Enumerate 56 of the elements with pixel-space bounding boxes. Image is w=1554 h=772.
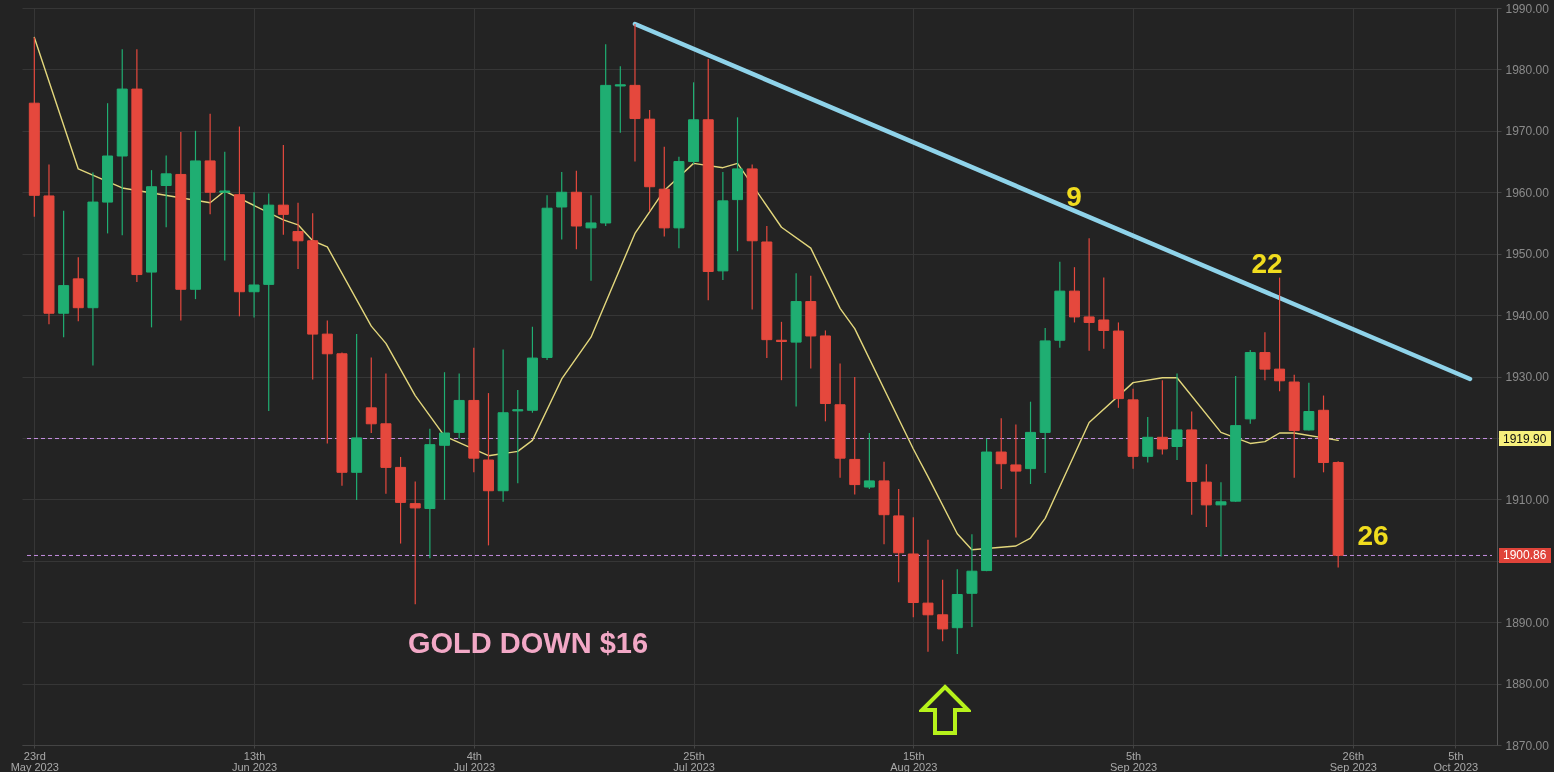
candlestick [937,579,949,642]
candlestick [585,194,597,282]
candlestick [365,356,377,434]
x-tick-label: 5th Oct 2023 [1433,749,1479,772]
candlestick [1098,277,1110,350]
candlestick [409,480,421,605]
y-tick-label: 1890.00 [1505,615,1550,630]
candlestick [966,533,978,628]
candlestick [512,389,524,484]
annotation: 22 [1251,248,1283,279]
candlestick [1142,416,1154,464]
x-tick-label: 23rd May 2023 [10,749,59,772]
annotation: 26 [1357,520,1389,551]
y-tick-label: 1940.00 [1505,308,1550,323]
candlestick [292,202,304,270]
annotation: GOLD DOWN $16 [408,627,649,659]
candlestick [219,151,231,262]
candlestick [248,191,260,319]
candlestick [1274,277,1286,392]
candlestick [1200,463,1212,528]
x-tick-label: 15th Aug 2023 [890,749,938,772]
candlestick [1215,481,1227,558]
y-tick-label: 1870.00 [1505,738,1550,753]
x-tick-label: 13th Jun 2023 [231,749,278,772]
candlestick [277,144,289,236]
x-tick-label: 25th Jul 2023 [673,749,715,772]
candlestick [321,320,333,445]
candlestick [556,171,568,241]
y-tick-label: 1960.00 [1505,185,1550,200]
y-tick-label: 1980.00 [1505,62,1550,77]
y-tick-label: 1950.00 [1505,247,1550,262]
x-tick-label: 4th Jul 2023 [453,749,496,772]
y-tick-label: 1930.00 [1505,370,1550,384]
y-tick-label: 1970.00 [1505,124,1550,139]
candlestick [1259,331,1271,381]
candlestick [922,539,934,653]
candlestick [1083,237,1095,352]
candlestick [614,65,626,134]
ref-line-label: 1919.90 [1503,431,1547,446]
candlestick [439,371,451,501]
candlestick [1303,382,1315,432]
candlestick [1171,372,1183,461]
x-tick-label: 5th Sep 2023 [1110,749,1158,772]
y-tick-label: 1880.00 [1505,677,1550,692]
y-tick-label: 1910.00 [1505,492,1550,507]
candlestick [995,417,1007,490]
candlestick [1010,423,1022,539]
ref-line-label: 1900.86 [1503,548,1547,563]
candlestick [863,432,875,490]
candlestick [1156,379,1168,456]
annotation: 9 [1066,181,1082,212]
candlestick [775,321,787,381]
y-tick-label: 1990.00 [1505,1,1550,16]
x-tick-label: 26th Sep 2023 [1329,749,1377,772]
line-series [33,36,1339,551]
candlestick [160,154,172,228]
